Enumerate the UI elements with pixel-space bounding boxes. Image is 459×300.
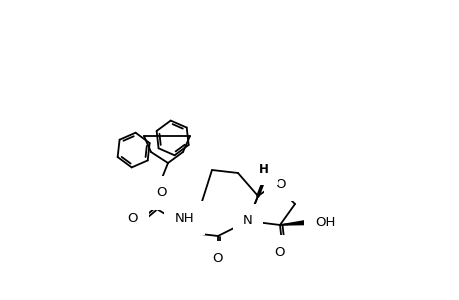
- Text: O: O: [127, 212, 138, 224]
- Text: H: H: [258, 163, 269, 176]
- Text: O: O: [157, 187, 167, 200]
- Polygon shape: [170, 216, 191, 233]
- Text: NH: NH: [174, 212, 194, 224]
- Polygon shape: [280, 220, 312, 225]
- Text: OH: OH: [314, 215, 335, 229]
- Text: N: N: [243, 214, 252, 227]
- Text: O: O: [212, 252, 223, 265]
- Text: O: O: [274, 178, 285, 190]
- Text: O: O: [274, 246, 285, 259]
